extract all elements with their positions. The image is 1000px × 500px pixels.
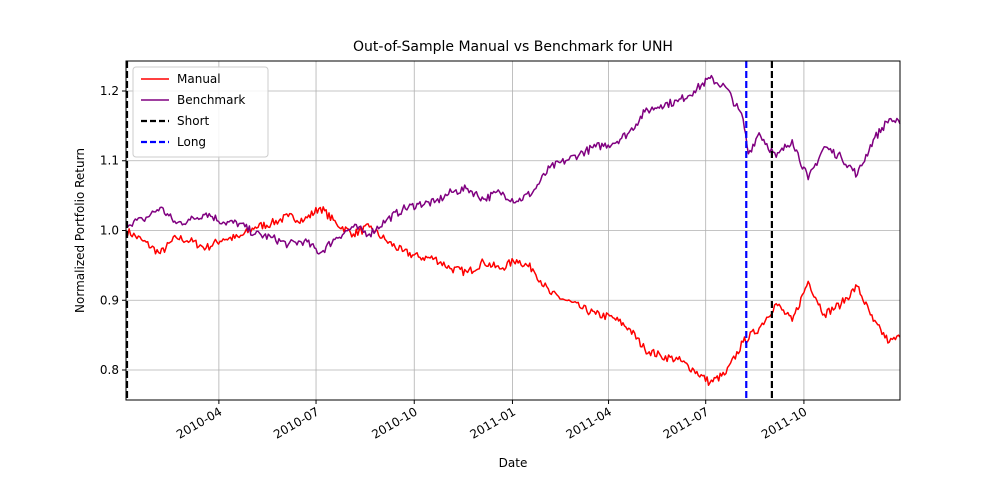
y-axis-label: Normalized Portfolio Return: [73, 148, 87, 313]
x-axis-label: Date: [499, 456, 528, 470]
legend-label: Long: [177, 135, 206, 149]
y-tick-label: 0.9: [100, 293, 119, 307]
y-tick-label: 0.8: [100, 363, 119, 377]
legend-label: Short: [177, 114, 209, 128]
legend-label: Benchmark: [177, 93, 245, 107]
legend: Manual Benchmark Short Long: [132, 66, 269, 158]
y-axis-ticks: 0.8 0.9 1.0 1.1 1.2: [100, 84, 126, 377]
y-tick-label: 1.0: [100, 224, 119, 238]
legend-label: Manual: [177, 72, 221, 86]
chart-title: Out-of-Sample Manual vs Benchmark for UN…: [353, 39, 673, 55]
vline-layer: [125, 61, 773, 400]
series-line-benchmark: [125, 74, 901, 255]
y-tick-label: 1.1: [100, 154, 119, 168]
legend-box: [132, 66, 269, 158]
y-tick-label: 1.2: [100, 84, 119, 98]
grid: [126, 61, 900, 400]
